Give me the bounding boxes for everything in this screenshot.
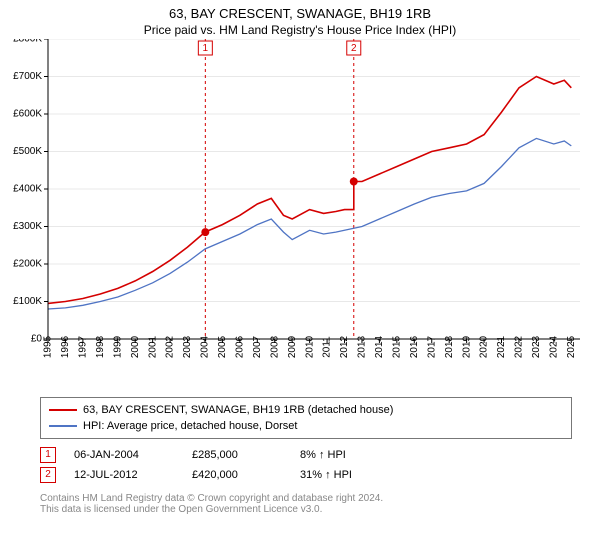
title-subtitle: Price paid vs. HM Land Registry's House … (0, 23, 600, 37)
sale-hpi-2: 31% ↑ HPI (300, 469, 352, 481)
sale-price-2: £420,000 (192, 469, 282, 481)
sale-marker-1: 1 (40, 447, 56, 463)
legend-item-hpi: HPI: Average price, detached house, Dors… (49, 418, 563, 434)
legend-label-subject: 63, BAY CRESCENT, SWANAGE, BH19 1RB (det… (83, 404, 393, 416)
svg-text:£800K: £800K (13, 39, 42, 45)
chart-svg: £0 £100K £200K £300K £400K £500K £600K £700K £80… (0, 39, 600, 391)
title-address: 63, BAY CRESCENT, SWANAGE, BH19 1RB (0, 6, 600, 21)
svg-text:£400K: £400K (13, 184, 42, 195)
sale-marker-2: 2 (40, 467, 56, 483)
sale-row-2: 2 12-JUL-2012 £420,000 31% ↑ HPI (40, 465, 572, 485)
chart: £0 £100K £200K £300K £400K £500K £600K £700K £80… (0, 39, 600, 391)
sale-price-1: £285,000 (192, 449, 282, 461)
footer-line1: Contains HM Land Registry data © Crown c… (40, 493, 572, 504)
title-block: 63, BAY CRESCENT, SWANAGE, BH19 1RB Pric… (0, 0, 600, 39)
svg-text:£0: £0 (31, 334, 43, 345)
footer-line2: This data is licensed under the Open Gov… (40, 504, 572, 515)
legend-swatch-hpi (49, 425, 77, 427)
svg-text:£200K: £200K (13, 259, 42, 270)
legend-swatch-subject (49, 409, 77, 411)
sale-row-1: 1 06-JAN-2004 £285,000 8% ↑ HPI (40, 445, 572, 465)
legend-item-subject: 63, BAY CRESCENT, SWANAGE, BH19 1RB (det… (49, 402, 563, 418)
legend: 63, BAY CRESCENT, SWANAGE, BH19 1RB (det… (40, 397, 572, 439)
footer: Contains HM Land Registry data © Crown c… (40, 493, 572, 515)
svg-text:£500K: £500K (13, 146, 42, 157)
legend-label-hpi: HPI: Average price, detached house, Dors… (83, 420, 297, 432)
sales-table: 1 06-JAN-2004 £285,000 8% ↑ HPI 2 12-JUL… (40, 445, 572, 485)
svg-text:£300K: £300K (13, 221, 42, 232)
svg-text:2: 2 (351, 43, 357, 54)
sale-date-1: 06-JAN-2004 (74, 449, 174, 461)
svg-text:£700K: £700K (13, 71, 42, 82)
svg-text:1: 1 (203, 43, 209, 54)
sale-date-2: 12-JUL-2012 (74, 469, 174, 481)
svg-text:£600K: £600K (13, 109, 42, 120)
svg-text:£100K: £100K (13, 296, 42, 307)
sale-hpi-1: 8% ↑ HPI (300, 449, 346, 461)
